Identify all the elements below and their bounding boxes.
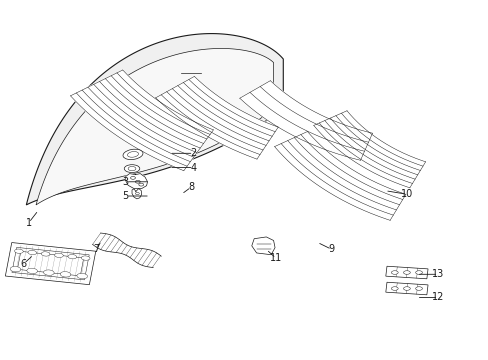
Ellipse shape bbox=[15, 249, 23, 253]
Ellipse shape bbox=[10, 266, 21, 272]
Text: 2: 2 bbox=[190, 148, 196, 158]
Ellipse shape bbox=[128, 166, 136, 171]
Polygon shape bbox=[155, 76, 278, 159]
Text: 7: 7 bbox=[93, 244, 100, 255]
Text: 1: 1 bbox=[26, 218, 32, 228]
Text: 12: 12 bbox=[431, 292, 444, 302]
Text: 4: 4 bbox=[190, 163, 196, 172]
Polygon shape bbox=[92, 233, 161, 267]
Ellipse shape bbox=[43, 270, 54, 275]
Text: 6: 6 bbox=[21, 258, 27, 269]
Ellipse shape bbox=[135, 193, 139, 195]
Ellipse shape bbox=[390, 287, 397, 290]
Ellipse shape bbox=[41, 252, 50, 256]
Polygon shape bbox=[251, 237, 274, 255]
Polygon shape bbox=[132, 189, 142, 199]
Polygon shape bbox=[26, 33, 283, 205]
Ellipse shape bbox=[68, 255, 77, 259]
Ellipse shape bbox=[127, 152, 138, 157]
Polygon shape bbox=[125, 174, 147, 189]
Text: 13: 13 bbox=[431, 269, 444, 279]
Ellipse shape bbox=[135, 180, 140, 183]
Text: 10: 10 bbox=[400, 189, 412, 199]
Ellipse shape bbox=[415, 287, 422, 290]
Polygon shape bbox=[274, 131, 405, 220]
Text: 11: 11 bbox=[269, 253, 282, 263]
Ellipse shape bbox=[60, 272, 71, 277]
Text: 3: 3 bbox=[122, 177, 128, 187]
Text: 9: 9 bbox=[328, 244, 334, 255]
Polygon shape bbox=[70, 70, 213, 171]
Ellipse shape bbox=[139, 183, 143, 186]
Polygon shape bbox=[239, 81, 372, 160]
Polygon shape bbox=[12, 247, 89, 280]
Ellipse shape bbox=[28, 251, 37, 255]
Ellipse shape bbox=[124, 165, 140, 172]
Ellipse shape bbox=[77, 273, 87, 279]
Ellipse shape bbox=[27, 268, 38, 274]
Polygon shape bbox=[18, 251, 83, 276]
Text: 5: 5 bbox=[122, 191, 128, 201]
Ellipse shape bbox=[403, 287, 409, 290]
Polygon shape bbox=[385, 282, 427, 295]
Ellipse shape bbox=[55, 253, 63, 257]
Polygon shape bbox=[313, 111, 425, 188]
Polygon shape bbox=[5, 243, 96, 285]
Ellipse shape bbox=[81, 256, 90, 260]
Ellipse shape bbox=[130, 176, 135, 179]
Polygon shape bbox=[36, 49, 273, 205]
Text: 8: 8 bbox=[188, 182, 194, 192]
Polygon shape bbox=[385, 266, 427, 279]
Ellipse shape bbox=[123, 149, 142, 159]
Ellipse shape bbox=[415, 271, 422, 274]
Ellipse shape bbox=[390, 271, 397, 274]
Ellipse shape bbox=[403, 271, 409, 274]
